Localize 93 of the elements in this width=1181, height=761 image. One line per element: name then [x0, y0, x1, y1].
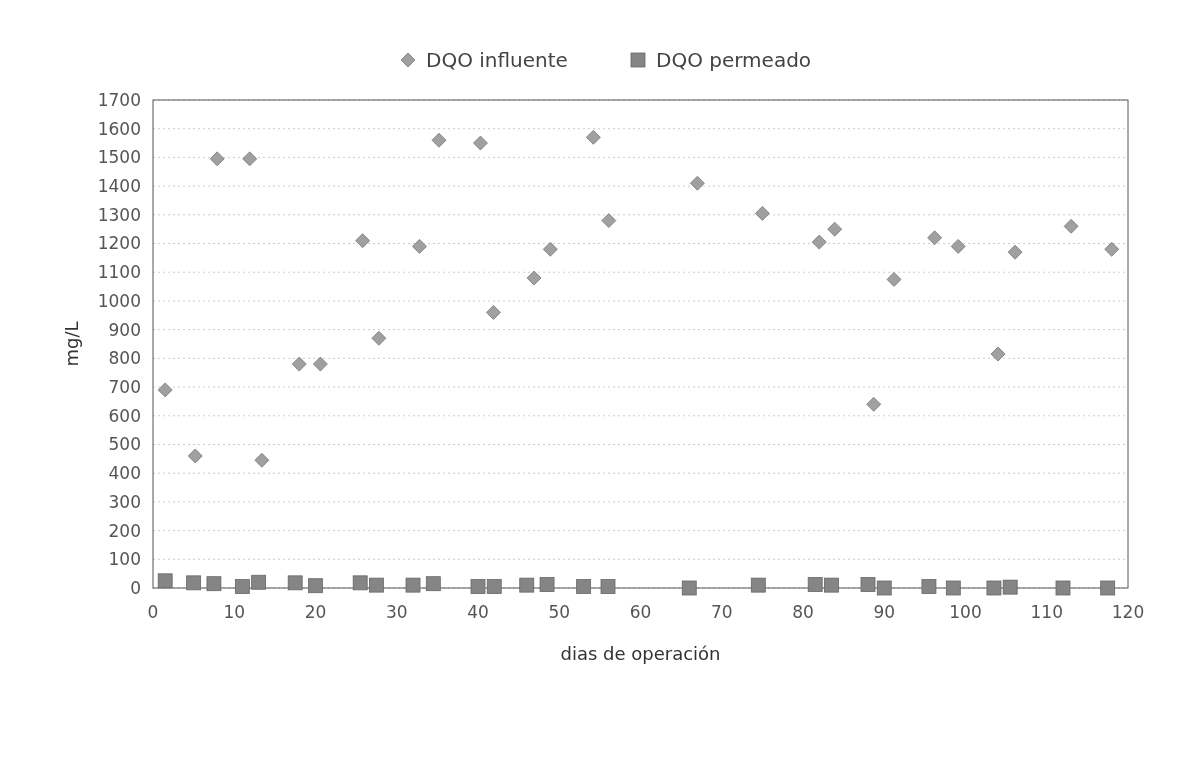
y-tick-label: 1100 [97, 262, 141, 283]
point [369, 577, 384, 593]
point [425, 576, 441, 592]
point [886, 272, 902, 287]
y-tick-label: 1700 [97, 89, 141, 110]
point [308, 578, 323, 594]
x-tick-label: 80 [792, 602, 814, 622]
y-tick-label: 1500 [97, 147, 141, 168]
point [807, 577, 823, 592]
y-tick-label: 200 [108, 520, 141, 541]
legend-label: DQO influente [426, 48, 568, 72]
point [681, 580, 697, 596]
x-tick-label: 90 [873, 602, 896, 622]
x-axis-title: dias de operación [560, 643, 721, 664]
point [287, 575, 303, 591]
x-tick-label: 20 [304, 602, 327, 622]
point [431, 132, 447, 148]
point [945, 580, 961, 596]
point [811, 234, 827, 250]
y-tick-label: 500 [108, 434, 141, 455]
x-tick-label: 10 [223, 602, 246, 622]
x-tick-label: 110 [1030, 602, 1063, 622]
point [1104, 241, 1120, 257]
point [866, 396, 882, 412]
point [689, 175, 705, 191]
point [157, 573, 173, 589]
point [542, 241, 558, 257]
point [470, 579, 486, 594]
point [312, 356, 328, 372]
point [186, 575, 202, 591]
y-tick-label: 1000 [97, 290, 141, 311]
point [860, 577, 876, 592]
y-tick-label: 1200 [97, 233, 141, 254]
point [486, 305, 501, 320]
point [990, 346, 1006, 362]
x-tick-label: 60 [629, 602, 652, 622]
point [585, 129, 601, 145]
point [876, 580, 892, 596]
y-tick-label: 700 [108, 377, 141, 398]
point [355, 233, 371, 249]
point [251, 574, 267, 590]
point [206, 576, 222, 592]
point [950, 239, 966, 254]
point [187, 448, 203, 464]
x-tick-label: 40 [467, 602, 489, 622]
point [473, 135, 488, 151]
y-tick-label: 400 [108, 463, 141, 484]
point [754, 205, 770, 221]
legend-label: DQO permeado [656, 48, 812, 72]
x-tick-label: 120 [1111, 602, 1145, 622]
y-tick-label: 1400 [97, 176, 141, 197]
point [519, 577, 535, 593]
x-tick-label: 100 [949, 602, 982, 622]
point [209, 151, 225, 167]
y-axis-title: mg/L [61, 321, 82, 367]
x-tick-label: 30 [385, 602, 408, 622]
point [1100, 580, 1116, 596]
point [986, 580, 1002, 596]
y-tick-label: 600 [108, 405, 141, 426]
point [157, 382, 173, 398]
point [600, 579, 616, 594]
y-tick-label: 300 [108, 491, 141, 512]
point [405, 577, 421, 593]
y-tick-label: 800 [108, 348, 141, 369]
y-tick-label: 100 [108, 549, 141, 570]
point [254, 452, 270, 468]
point [539, 577, 555, 592]
point [1007, 244, 1023, 260]
point [291, 356, 307, 372]
x-tick-label: 0 [147, 602, 159, 622]
point [576, 579, 592, 594]
point [371, 330, 387, 346]
point [824, 577, 839, 593]
x-tick-label: 70 [710, 602, 733, 622]
point [927, 230, 943, 246]
point [242, 151, 258, 167]
point [750, 577, 766, 593]
y-tick-label: 0 [130, 577, 141, 598]
point [352, 575, 368, 591]
y-tick-label: 1600 [97, 118, 141, 139]
point [1002, 579, 1018, 595]
point [486, 579, 502, 594]
point [1063, 218, 1079, 234]
x-tick-label: 50 [548, 602, 571, 622]
point [526, 270, 542, 286]
point [234, 579, 250, 594]
point [412, 239, 427, 254]
point [827, 221, 843, 237]
y-tick-label: 1300 [97, 204, 141, 225]
point [1055, 580, 1071, 596]
point [921, 579, 937, 594]
y-tick-label: 900 [108, 319, 141, 340]
point [601, 213, 617, 228]
